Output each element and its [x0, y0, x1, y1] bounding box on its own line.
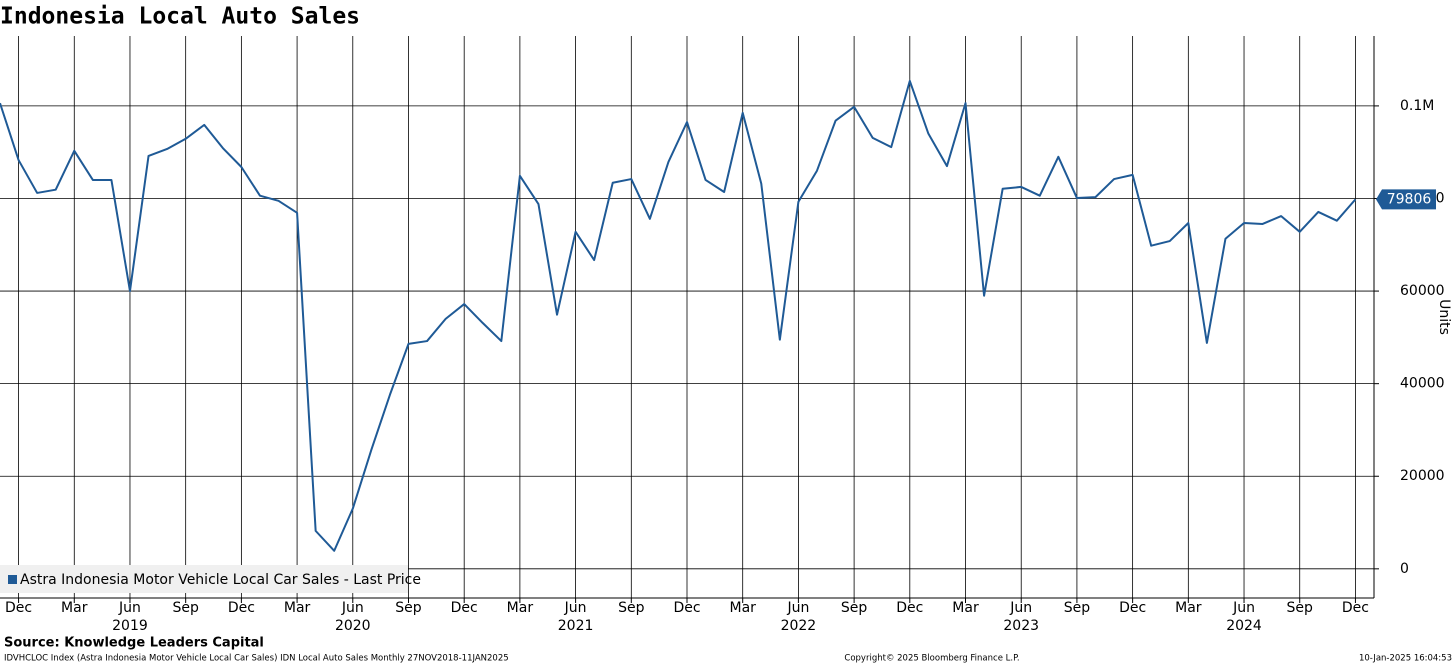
x-tick-label: Dec: [1119, 600, 1146, 616]
y-axis-label: Units: [1436, 299, 1452, 335]
year-label: 2021: [558, 618, 594, 634]
x-tick-label: Sep: [618, 600, 645, 616]
footer-center: Copyright© 2025 Bloomberg Finance L.P.: [844, 654, 1019, 664]
x-tick-label: Dec: [1342, 600, 1369, 616]
x-tick-label: Dec: [451, 600, 478, 616]
x-tick-label: Mar: [284, 600, 311, 616]
legend-box: [0, 565, 408, 593]
x-tick-label: Mar: [507, 600, 534, 616]
footer-right: 10-Jan-2025 16:04:53: [1359, 654, 1452, 664]
x-tick-label: Sep: [841, 600, 868, 616]
x-tick-label: Jun: [1009, 600, 1032, 616]
x-tick-label: Mar: [729, 600, 756, 616]
x-tick-label: Sep: [1287, 600, 1314, 616]
x-tick-label: Mar: [952, 600, 979, 616]
source: Source: Knowledge Leaders Capital: [4, 636, 264, 651]
x-tick-label: Sep: [395, 600, 422, 616]
series-line: [0, 79, 1357, 552]
x-tick-label: Jun: [564, 600, 587, 616]
x-tick-label: Mar: [1175, 600, 1202, 616]
legend-label: Astra Indonesia Motor Vehicle Local Car …: [20, 572, 421, 588]
year-label: 2022: [781, 618, 817, 634]
x-tick-label: Jun: [786, 600, 809, 616]
y-tick-label: 0.1M: [1400, 98, 1434, 114]
x-tick-label: Dec: [673, 600, 700, 616]
x-tick-label: Jun: [1232, 600, 1255, 616]
x-tick-label: Mar: [61, 600, 88, 616]
y-tick-label: 20000: [1400, 468, 1445, 484]
last-value-box: [1376, 189, 1436, 210]
y-tick-label: 60000: [1400, 283, 1445, 299]
x-tick-label: Dec: [5, 600, 32, 616]
last-value-label: 79806: [1387, 191, 1432, 207]
x-tick-label: Sep: [172, 600, 199, 616]
x-tick-label: Jun: [341, 600, 364, 616]
y-tick-label: 0: [1400, 561, 1409, 577]
legend: Astra Indonesia Motor Vehicle Local Car …: [0, 565, 421, 593]
legend-swatch: [8, 575, 17, 584]
year-label: 2023: [1003, 618, 1039, 634]
year-label: 2024: [1226, 618, 1262, 634]
footer-left: IDVHCLOC Index (Astra Indonesia Motor Ve…: [4, 654, 509, 664]
plot: [0, 79, 1357, 552]
x-tick-label: Sep: [1064, 600, 1091, 616]
chart-title: Indonesia Local Auto Sales: [0, 4, 360, 30]
x-tick-label: Jun: [118, 600, 141, 616]
x-tick-label: Dec: [228, 600, 255, 616]
year-label: 2020: [335, 618, 371, 634]
grid: [0, 36, 1374, 598]
x-tick-label: Dec: [896, 600, 923, 616]
year-label: 2019: [112, 618, 148, 634]
y-tick-label: 40000: [1400, 376, 1445, 392]
